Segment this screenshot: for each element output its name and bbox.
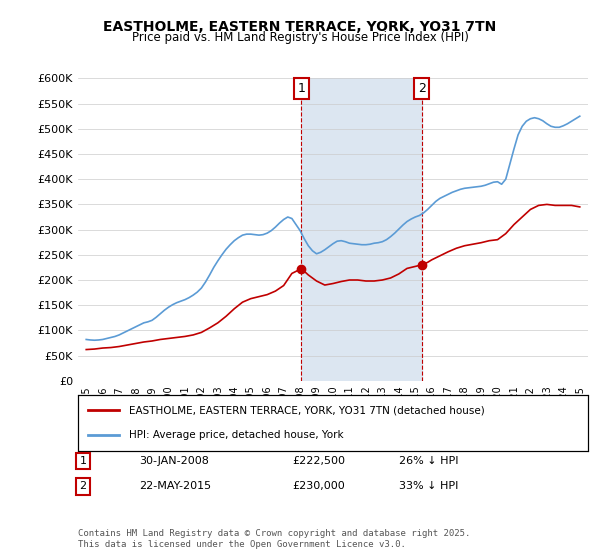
Text: 1: 1 [80, 456, 86, 466]
Text: 33% ↓ HPI: 33% ↓ HPI [400, 482, 458, 491]
Bar [301, 78, 422, 381]
Text: Contains HM Land Registry data © Crown copyright and database right 2025.
This d: Contains HM Land Registry data © Crown c… [78, 529, 470, 549]
Text: 2: 2 [418, 82, 425, 95]
Text: 2: 2 [80, 482, 86, 491]
Text: 26% ↓ HPI: 26% ↓ HPI [400, 456, 459, 466]
Text: £222,500: £222,500 [292, 456, 345, 466]
Text: HPI: Average price, detached house, York: HPI: Average price, detached house, York [129, 430, 344, 440]
Text: EASTHOLME, EASTERN TERRACE, YORK, YO31 7TN: EASTHOLME, EASTERN TERRACE, YORK, YO31 7… [103, 20, 497, 34]
Text: 30-JAN-2008: 30-JAN-2008 [139, 456, 209, 466]
Text: £230,000: £230,000 [292, 482, 345, 491]
Text: EASTHOLME, EASTERN TERRACE, YORK, YO31 7TN (detached house): EASTHOLME, EASTERN TERRACE, YORK, YO31 7… [129, 405, 485, 416]
Text: Price paid vs. HM Land Registry's House Price Index (HPI): Price paid vs. HM Land Registry's House … [131, 31, 469, 44]
Text: 22-MAY-2015: 22-MAY-2015 [139, 482, 211, 491]
Text: 1: 1 [298, 82, 305, 95]
